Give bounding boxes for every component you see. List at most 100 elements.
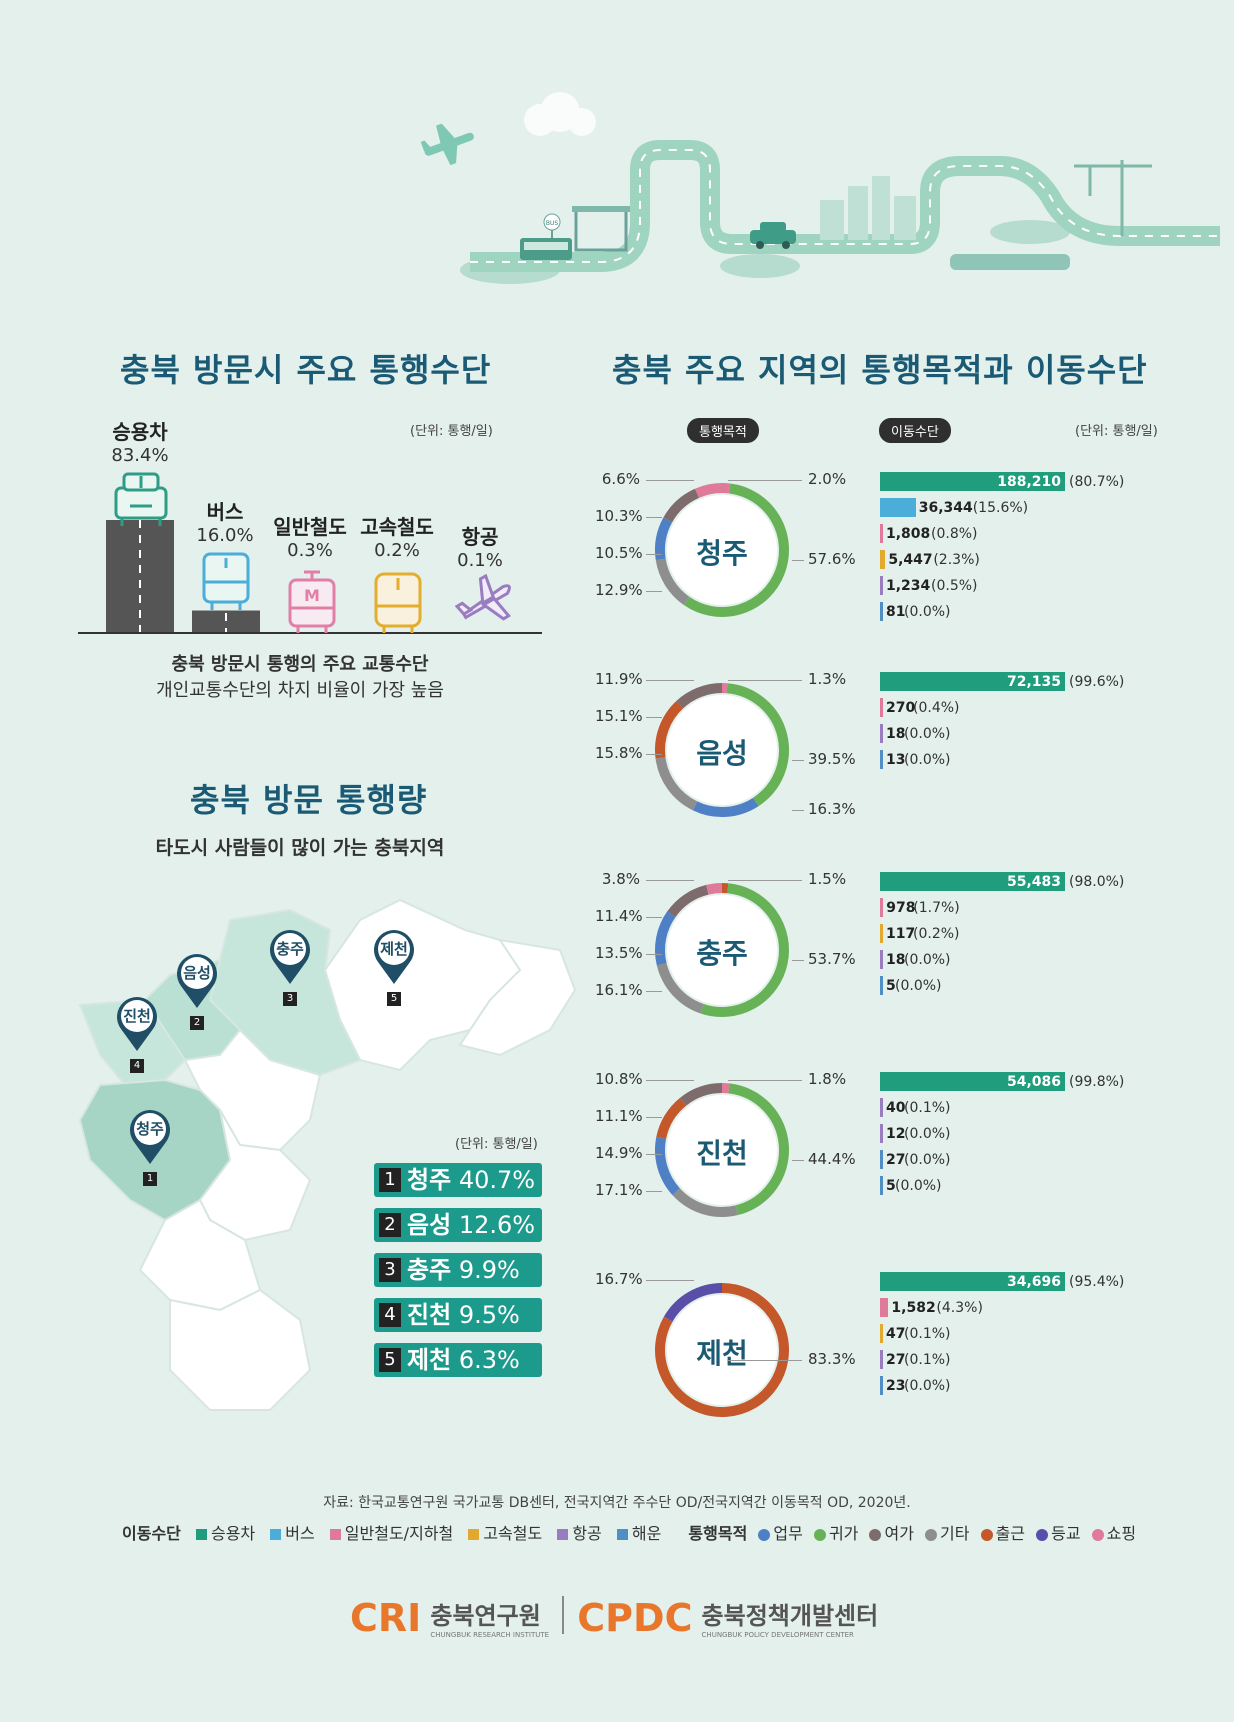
mode-bar-value: 34,696 <box>1006 1274 1061 1290</box>
mode-bar-value: 36,344 <box>918 500 973 516</box>
donut-label-left: 16.7% <box>595 1270 643 1288</box>
mode-bar-row: 47 (0.1%) <box>880 1322 1200 1344</box>
donut-center <box>667 895 777 1005</box>
donut-chart-0 <box>655 483 789 617</box>
mode-bar <box>880 750 883 769</box>
legend-dot <box>980 1528 993 1541</box>
leader-line <box>728 1360 802 1361</box>
mode-bar-pct: (15.6%) <box>972 500 1029 516</box>
map-pin-cheongju[interactable]: 청주 1 <box>128 1108 172 1186</box>
donut-label-right: 16.3% <box>808 800 856 818</box>
leader-line <box>728 680 802 681</box>
mode-bar-row: 1,808 (0.8%) <box>880 522 1200 544</box>
mode-bar <box>880 1124 883 1143</box>
legend-item: 귀가 <box>828 1524 859 1543</box>
legend-dot <box>869 1528 882 1541</box>
mode-bar-value: 47 <box>886 1326 906 1342</box>
mode-bar-value: 18 <box>886 726 906 742</box>
mode-bar-pct: (0.1%) <box>904 1326 951 1342</box>
bus-icon <box>520 238 572 260</box>
donut-label-left: 17.1% <box>595 1181 643 1199</box>
caption-bold: 충북 방문시 통행의 주요 교통수단 <box>171 654 429 675</box>
map-pin-chungju[interactable]: 충주 3 <box>268 928 312 1006</box>
legend-item: 기타 <box>940 1524 970 1543</box>
leader-line <box>646 1191 662 1192</box>
mode-bar-row: 117 (0.2%) <box>880 922 1200 944</box>
map-pin-eumseong[interactable]: 음성 2 <box>175 952 219 1030</box>
mode-bar-value: 55,483 <box>1006 874 1061 890</box>
mode-bar-row: 13 (0.0%) <box>880 748 1200 770</box>
mode-bar-row: 18 (0.0%) <box>880 948 1200 970</box>
mode-bar-value: 1,582 <box>891 1300 936 1316</box>
legend: 이동수단 승용차 버스 일반철도/지하철 고속철도 항공 해운 통행목적 업무 … <box>122 1520 1136 1544</box>
legend-dot <box>813 1528 826 1541</box>
donut-chart-1 <box>655 683 789 817</box>
mode-bar-value: 27 <box>886 1352 906 1368</box>
donut-label-left: 13.5% <box>595 944 643 962</box>
legend-item: 버스 <box>285 1524 315 1543</box>
mode-bar <box>880 550 886 569</box>
donut-label-left: 15.8% <box>595 744 643 762</box>
legend-swatch <box>329 1529 341 1540</box>
leader-line <box>646 1154 662 1155</box>
donut-slice <box>700 883 789 1017</box>
donut-label-right: 57.6% <box>808 550 856 568</box>
donut-label-left: 11.1% <box>595 1107 643 1125</box>
leader-line <box>728 880 802 881</box>
legend-dot <box>758 1528 771 1541</box>
donut-slice <box>655 558 690 606</box>
donut-center <box>667 495 777 605</box>
vehicle-label-ktx: 고속철도 0.2% <box>360 515 434 561</box>
map-pin-jincheon[interactable]: 진천 4 <box>115 995 159 1073</box>
donut-label-left: 10.8% <box>595 1070 643 1088</box>
donut-label-left: 12.9% <box>595 581 643 599</box>
leader-line <box>792 1160 804 1161</box>
donut-region-label: 충주 <box>696 937 748 970</box>
subway-letter: M <box>304 586 320 605</box>
mode-bar-pct: (99.8%) <box>1069 1074 1125 1090</box>
mode-bar-value: 1,234 <box>886 578 931 594</box>
mode-bar-value: 18 <box>886 952 906 968</box>
mode-bar-row: 81 (0.0%) <box>880 600 1200 622</box>
mode-bar-pct: (0.1%) <box>904 1100 951 1116</box>
rank-item-4: 4 진천 9.5% <box>374 1298 542 1332</box>
mode-bar-pct: (1.7%) <box>913 900 960 916</box>
donut-label-right: 1.8% <box>808 1070 847 1088</box>
mode-bar <box>880 1176 883 1195</box>
mode-bar-value: 54,086 <box>1006 1074 1061 1090</box>
volume-title: 충북 방문 통행량 <box>190 781 428 819</box>
map-pin-jecheon[interactable]: 제천 5 <box>372 928 416 1006</box>
legend-swatch <box>468 1529 480 1540</box>
mode-bar-pct: (2.3%) <box>933 552 980 568</box>
mode-bar-pct: (0.0%) <box>904 1152 951 1168</box>
legend-item: 고속철도 <box>483 1524 543 1543</box>
purpose-legend-title: 통행목적 <box>688 1524 748 1543</box>
train-icon <box>374 572 422 633</box>
mode-bar-row: 1,582 (4.3%) <box>880 1296 1200 1318</box>
leader-line <box>792 760 804 761</box>
mode-bar-row: 72,135 (99.6%) <box>880 670 1200 692</box>
airplane-icon <box>420 123 474 166</box>
leader-line <box>646 717 662 718</box>
mode-bar-value: 5 <box>886 978 896 994</box>
right-section-unit: (단위: 통행/일) <box>1075 424 1158 439</box>
vehicle-label-bus: 버스 16.0% <box>196 500 254 546</box>
leader-line <box>792 810 804 811</box>
donut-region-label: 음성 <box>696 737 748 770</box>
mode-bar-row: 1,234 (0.5%) <box>880 574 1200 596</box>
mode-bar-pct: (0.2%) <box>913 926 960 942</box>
mode-bar-value: 978 <box>886 900 916 916</box>
leader-line <box>646 954 662 955</box>
leader-line <box>646 754 662 755</box>
vehicle-label-rail: 일반철도 0.3% <box>273 515 347 561</box>
legend-dot <box>925 1528 938 1541</box>
donut-label-left: 3.8% <box>601 870 640 888</box>
legend-swatch <box>616 1529 628 1540</box>
mode-bar <box>880 724 883 743</box>
vehicle-label-car: 승용차 83.4% <box>111 420 169 466</box>
mode-bar-value: 13 <box>886 752 906 768</box>
donut-slice <box>663 1283 723 1322</box>
donut-slice <box>656 962 704 1014</box>
mode-bar-row: 55,483 (98.0%) <box>880 870 1200 892</box>
map-region-boeun <box>198 1109 312 1242</box>
